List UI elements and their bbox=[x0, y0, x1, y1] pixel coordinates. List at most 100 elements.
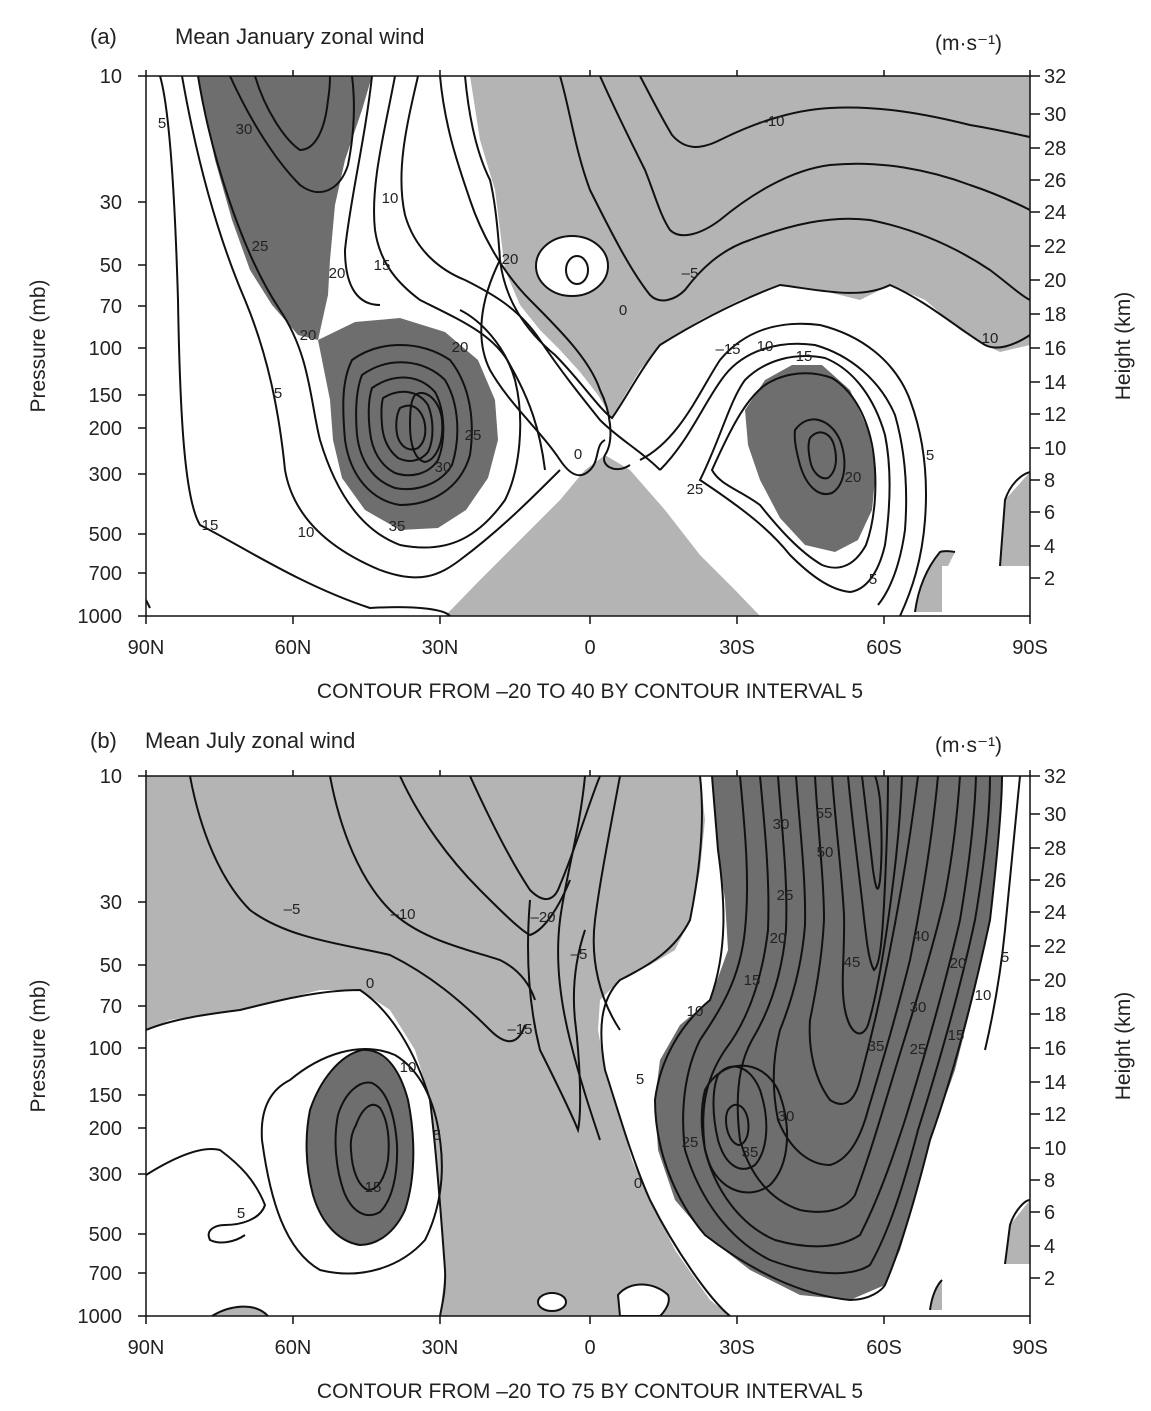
contour-line bbox=[355, 361, 459, 491]
contour-label: 25 bbox=[682, 1134, 699, 1151]
chart-title: Mean July zonal wind bbox=[145, 728, 355, 753]
contour-label: –5 bbox=[284, 901, 301, 918]
contour-line bbox=[260, 1048, 443, 1275]
jet-core-nh-stratosphere bbox=[198, 76, 372, 340]
contour-line bbox=[599, 76, 1030, 237]
contour-note: CONTOUR FROM –20 TO 40 BY CONTOUR INTERV… bbox=[317, 680, 863, 703]
contour-label: 10 bbox=[687, 1003, 704, 1020]
axes: 90N 60N 30N 0 30S 60S 90S103050701001502003005… bbox=[78, 66, 1067, 659]
contour-label: 0 bbox=[619, 302, 627, 319]
x-tick-label: 60S bbox=[866, 1337, 902, 1359]
contour-line bbox=[342, 344, 473, 507]
y2-tick-label: 30 bbox=[1044, 104, 1066, 126]
contour-label: 20 bbox=[845, 469, 862, 486]
x-tick-label: 90S bbox=[1012, 1337, 1048, 1359]
y2-tick-label: 6 bbox=[1044, 1202, 1055, 1224]
contour-label: 15 bbox=[744, 972, 761, 989]
x-tick-label: 60S bbox=[866, 637, 902, 659]
y2-tick-label: 28 bbox=[1044, 138, 1066, 160]
contour-label: 20 bbox=[502, 251, 519, 268]
contour-label: 20 bbox=[950, 955, 967, 972]
y2-tick-label: 2 bbox=[1044, 1268, 1055, 1290]
contour-label: 10 bbox=[400, 1059, 417, 1076]
contour-label: 25 bbox=[465, 427, 482, 444]
y2-tick-label: 18 bbox=[1044, 1004, 1066, 1026]
contour-line bbox=[653, 776, 1003, 1302]
y-tick-label: 200 bbox=[89, 1118, 122, 1140]
x-tick-label: 60N bbox=[275, 637, 312, 659]
units-label: (m·s⁻¹) bbox=[935, 32, 1002, 55]
contour-label: 45 bbox=[844, 954, 861, 971]
y2-tick-label: 20 bbox=[1044, 970, 1066, 992]
contour-lines bbox=[146, 776, 1030, 1316]
contour-line bbox=[349, 1103, 390, 1192]
contour-line bbox=[395, 404, 427, 451]
contour-label: 25 bbox=[777, 887, 794, 904]
contour-label: 5 bbox=[237, 1205, 245, 1222]
contour-label: 30 bbox=[778, 1108, 795, 1125]
y-tick-label: 150 bbox=[89, 1085, 122, 1107]
units-label: (m·s⁻¹) bbox=[935, 734, 1002, 757]
contour-line bbox=[400, 76, 661, 471]
contour-line bbox=[1004, 1199, 1030, 1265]
y2-tick-label: 8 bbox=[1044, 470, 1055, 492]
contour-label: 20 bbox=[452, 339, 469, 356]
contour-line bbox=[197, 76, 522, 549]
contour-label: –10 bbox=[390, 906, 415, 923]
y2-tick-label: 16 bbox=[1044, 338, 1066, 360]
contour-note: CONTOUR FROM –20 TO 75 BY CONTOUR INTERV… bbox=[317, 1380, 863, 1403]
contour-island bbox=[537, 1292, 567, 1312]
contour-line bbox=[181, 76, 561, 579]
y2-tick-label: 32 bbox=[1044, 766, 1066, 788]
x-tick-label: 30N bbox=[422, 1337, 459, 1359]
x-tick-label: 0 bbox=[584, 1337, 595, 1359]
y-tick-label: 200 bbox=[89, 418, 122, 440]
y2-tick-label: 4 bbox=[1044, 1236, 1055, 1258]
contour-label: 30 bbox=[435, 459, 452, 476]
contour-label: 5 bbox=[869, 571, 877, 588]
contour-line bbox=[367, 376, 445, 477]
contour-line bbox=[592, 776, 621, 1031]
y2-tick-label: 26 bbox=[1044, 870, 1066, 892]
y-tick-label: 50 bbox=[100, 955, 122, 977]
y-axis-label: Pressure (mb) bbox=[27, 979, 50, 1112]
contour-label: 25 bbox=[687, 481, 704, 498]
x-tick-label: 30S bbox=[719, 1337, 755, 1359]
contour-line bbox=[373, 76, 546, 471]
y-tick-label: 500 bbox=[89, 524, 122, 546]
contour-label: 20 bbox=[329, 265, 346, 282]
x-tick-label: 90N bbox=[128, 637, 165, 659]
panel-label: (b) bbox=[90, 728, 117, 753]
y-tick-label: 10 bbox=[100, 66, 122, 88]
y-tick-label: 150 bbox=[89, 385, 122, 407]
contour-line bbox=[211, 1305, 269, 1316]
contour-line bbox=[710, 372, 877, 569]
contour-label: 40 bbox=[913, 928, 930, 945]
y2-axis-label: Height (km) bbox=[1112, 992, 1135, 1101]
contour-label: 55 bbox=[816, 805, 833, 822]
panel-january: (a) Mean January zonal wind (m·s⁻¹) bbox=[27, 24, 1135, 703]
contour-label: 15 bbox=[796, 348, 813, 365]
contour-label: 5 bbox=[926, 447, 934, 464]
contour-line bbox=[159, 76, 451, 616]
easterly-region-upper bbox=[470, 76, 1030, 418]
y-tick-label: 300 bbox=[89, 464, 122, 486]
easterly-region-antarctic bbox=[930, 1280, 942, 1310]
contour-label: 35 bbox=[389, 518, 406, 535]
y-tick-label: 700 bbox=[89, 563, 122, 585]
y-tick-label: 100 bbox=[89, 1038, 122, 1060]
contour-label: –5 bbox=[682, 265, 699, 282]
contour-label: –5 bbox=[571, 946, 588, 963]
contour-label: 15 bbox=[948, 1027, 965, 1044]
x-tick-label: 30N bbox=[422, 637, 459, 659]
y2-tick-label: 18 bbox=[1044, 304, 1066, 326]
contour-line bbox=[480, 259, 606, 477]
easterly-region-se bbox=[1005, 1200, 1030, 1264]
contour-line bbox=[464, 76, 1030, 420]
contour-line bbox=[639, 76, 1030, 148]
contour-line bbox=[847, 776, 889, 972]
contour-line bbox=[984, 776, 1021, 1051]
contour-line bbox=[146, 1148, 267, 1244]
contour-line bbox=[772, 776, 939, 1167]
